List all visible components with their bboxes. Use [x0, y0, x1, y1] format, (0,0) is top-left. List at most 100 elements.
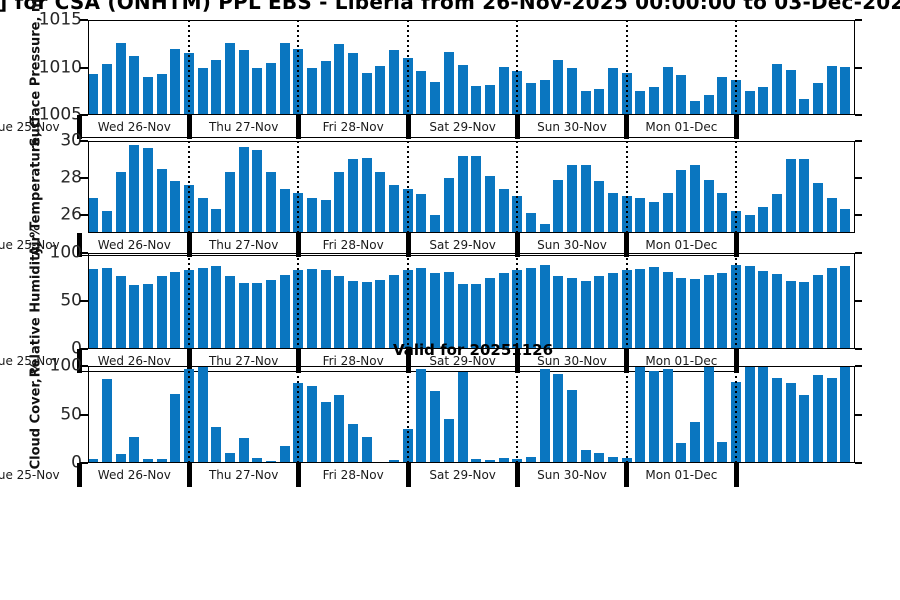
bar [320, 401, 331, 463]
bar [266, 172, 277, 233]
bar [197, 198, 208, 233]
day-separator [295, 463, 301, 487]
y-tick-mark-left [80, 348, 88, 350]
bar [525, 268, 536, 349]
bar [238, 437, 249, 463]
relative-humidity-axis [88, 253, 855, 349]
bar [115, 276, 126, 349]
bar [676, 442, 687, 463]
day-label: Thu 27-Nov [208, 354, 279, 368]
y-tick-mark-left [80, 252, 88, 254]
day-boundary-gridline [407, 253, 409, 349]
y-tick-mark-right [855, 413, 862, 416]
bar [635, 269, 646, 349]
bar [799, 395, 810, 463]
day-label: Thu 27-Nov [208, 120, 279, 134]
bar [348, 159, 359, 233]
day-separator [186, 349, 192, 373]
bar [553, 276, 564, 349]
bar [101, 378, 112, 463]
bar [225, 172, 236, 233]
bar [416, 268, 427, 349]
bar [471, 459, 482, 463]
bar [717, 273, 728, 349]
bar [566, 164, 577, 233]
bar [334, 395, 345, 463]
bar [539, 223, 550, 233]
day-label: Wed 26-Nov [97, 468, 171, 482]
bar [430, 214, 441, 233]
day-label: Mon 01-Dec [645, 354, 718, 368]
bar [389, 460, 400, 463]
bar [88, 74, 99, 115]
day-separator [405, 115, 411, 139]
bar [170, 272, 181, 349]
bar [772, 194, 783, 233]
bar [484, 175, 495, 233]
bar [170, 181, 181, 233]
day-boundary-gridline [188, 253, 190, 349]
bar [457, 64, 468, 115]
day-label: Wed 26-Nov [97, 238, 171, 252]
day-separator [405, 233, 411, 257]
bar [307, 198, 318, 233]
bar [389, 50, 400, 115]
bar [416, 368, 427, 463]
bar [211, 266, 222, 349]
bar [279, 188, 290, 233]
day-separator [624, 463, 630, 487]
bar [142, 459, 153, 463]
bar [594, 453, 605, 463]
bar [170, 394, 181, 463]
bar [252, 150, 263, 233]
bar [238, 50, 249, 115]
bar [717, 192, 728, 233]
bar [498, 188, 509, 233]
day-boundary-gridline [516, 366, 519, 463]
day-boundary-gridline [625, 253, 628, 349]
bar [772, 377, 783, 463]
bar [676, 277, 687, 349]
bar [430, 391, 441, 463]
bar [129, 436, 140, 463]
bar [101, 210, 112, 233]
day-separator [186, 115, 192, 139]
y-tick-label: 1005 [38, 104, 82, 125]
day-separator [405, 349, 411, 373]
bar [115, 42, 126, 115]
bar [279, 445, 290, 463]
bar [361, 281, 372, 349]
day-label: Sun 30-Nov [537, 120, 607, 134]
day-label: Fri 28-Nov [322, 354, 384, 368]
y-tick-label: 26 [60, 204, 82, 225]
bar [225, 42, 236, 115]
day-label: Sun 30-Nov [537, 354, 607, 368]
bar [197, 268, 208, 349]
day-separator [295, 115, 301, 139]
bar [566, 390, 577, 463]
day-separator [77, 233, 83, 257]
bar [129, 284, 140, 349]
day-label: Mon 01-Dec [645, 468, 718, 482]
day-label: Mon 01-Dec [645, 238, 718, 252]
y-tick-mark-left [80, 140, 88, 142]
bar [115, 454, 126, 463]
day-separator [77, 115, 83, 139]
bar [334, 276, 345, 349]
bar [88, 459, 99, 463]
y-tick-mark-left [80, 300, 88, 302]
day-label: Sat 29-Nov [429, 120, 496, 134]
day-label: Tue 25-Nov [0, 468, 60, 482]
day-separator [733, 463, 739, 487]
bar [471, 85, 482, 115]
day-boundary-gridline [516, 253, 519, 349]
bar [484, 84, 495, 115]
bar [772, 63, 783, 115]
bar [580, 164, 591, 233]
day-label: Thu 27-Nov [208, 468, 279, 482]
bar [539, 79, 550, 115]
bar [101, 63, 112, 115]
bar [553, 59, 564, 115]
y-tick-label: 1015 [38, 9, 82, 30]
y-tick-label: 28 [60, 167, 82, 188]
